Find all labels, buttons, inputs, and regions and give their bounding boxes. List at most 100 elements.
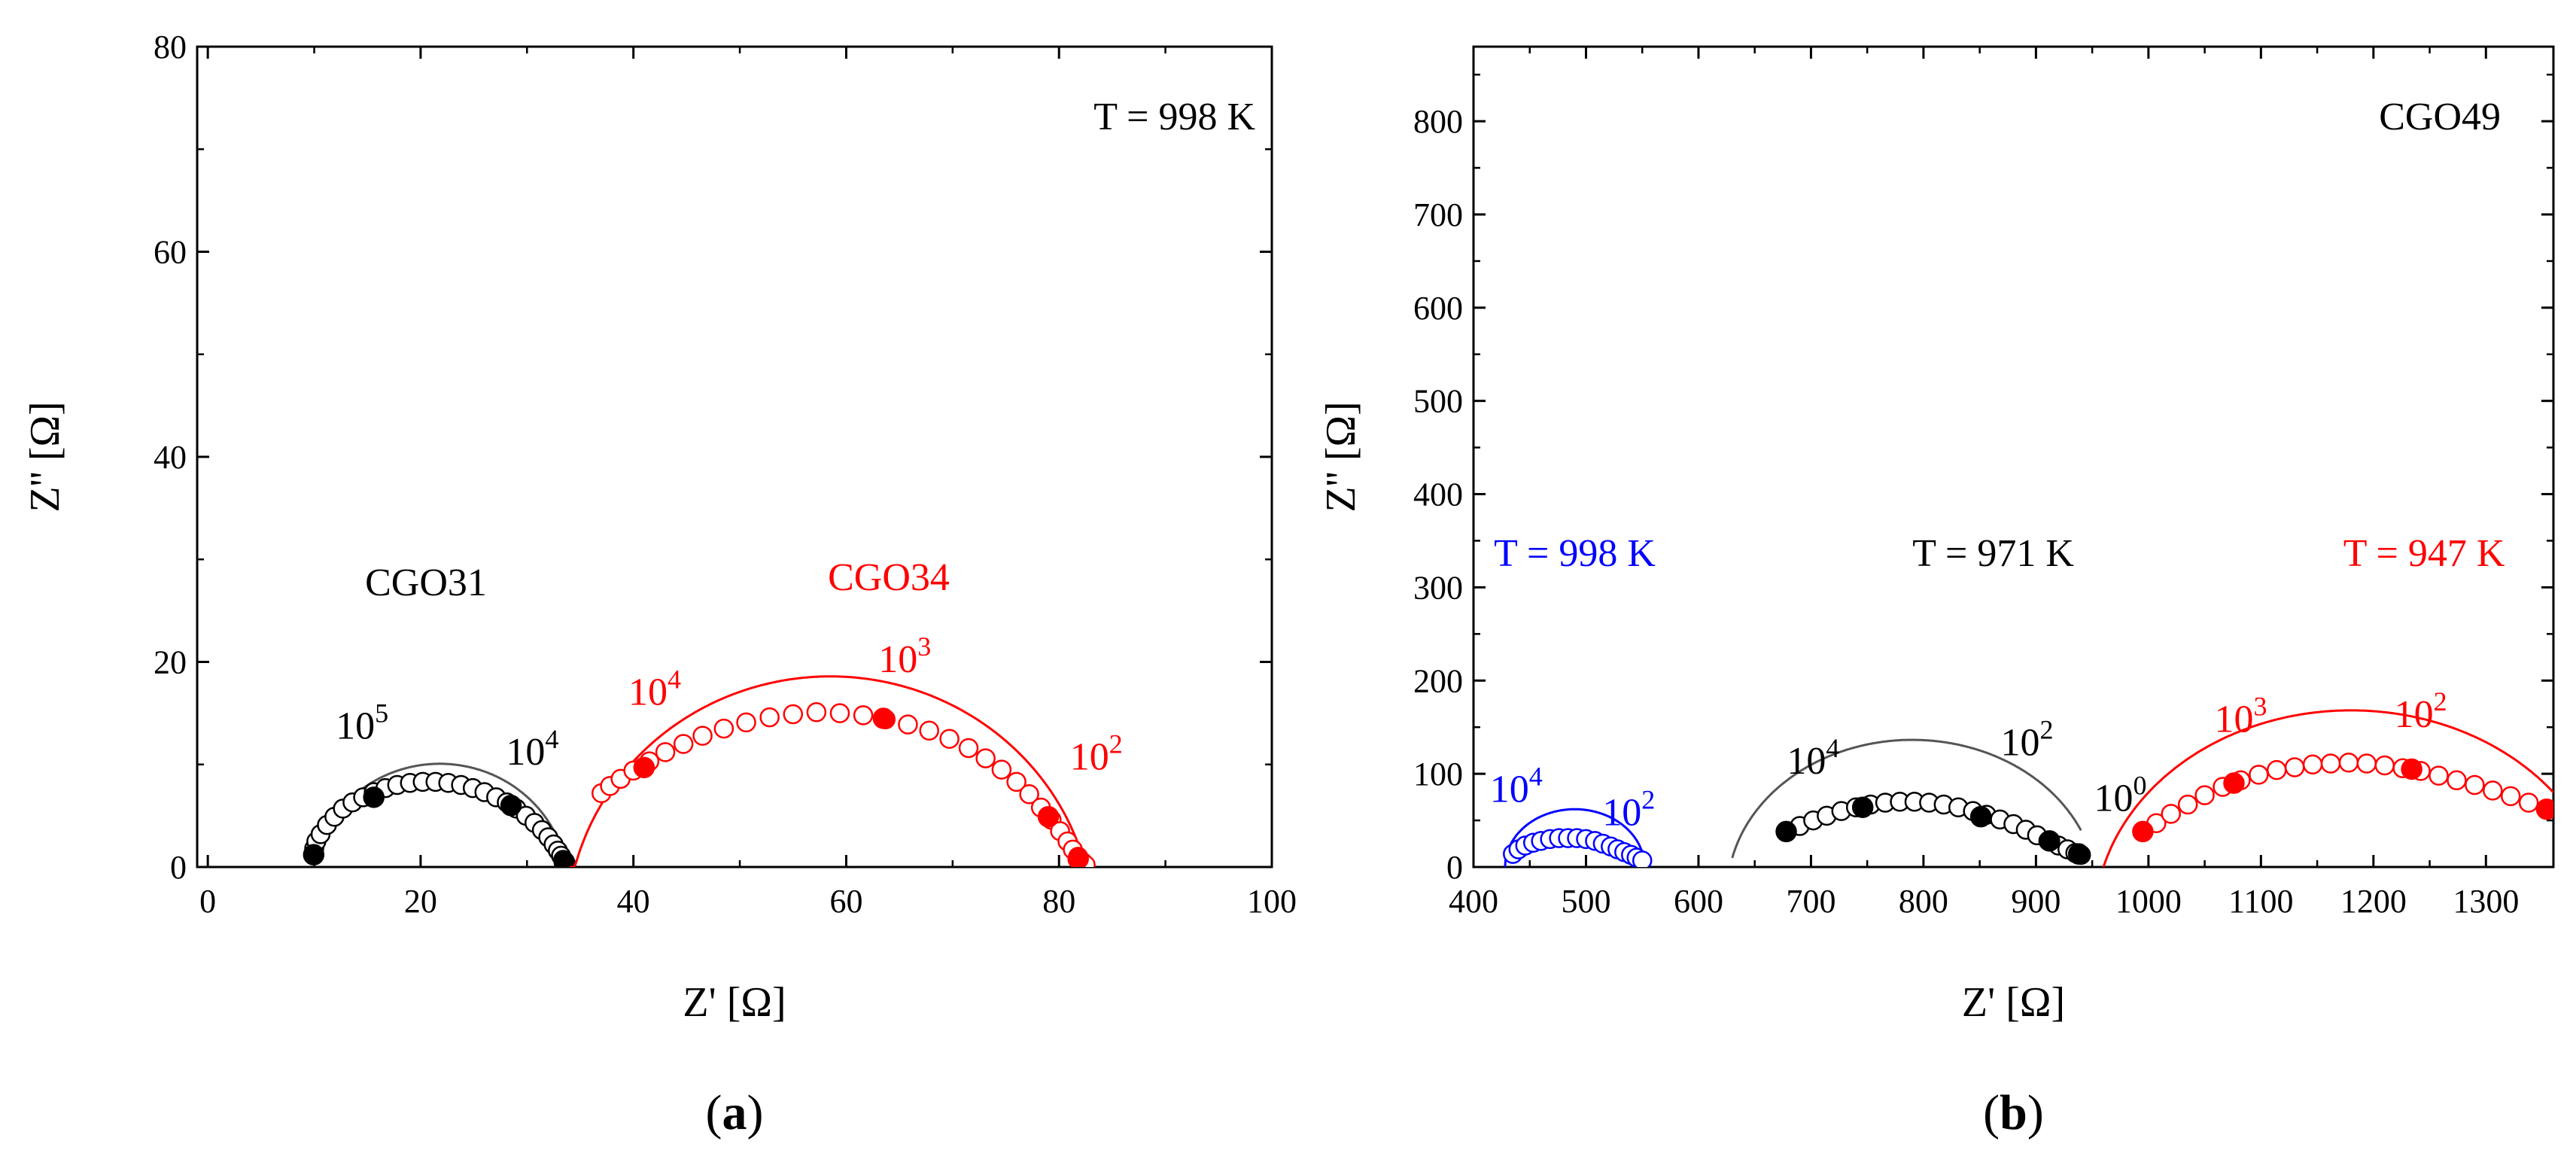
panel-b-plot-frame: [1472, 45, 2555, 869]
data-point: [2249, 765, 2269, 785]
panel-b-x-axis-label: Z' [Ω]: [1962, 979, 2065, 1026]
data-point: [759, 707, 780, 728]
plot-area: [1503, 709, 2553, 867]
frequency-base: 10: [1490, 768, 1529, 811]
data-point: [975, 748, 996, 768]
frequency-base: 10: [336, 705, 375, 748]
data-point: [919, 720, 939, 741]
data-point: [2518, 792, 2539, 813]
panel-b-caption-label: (b): [1983, 1085, 2044, 1140]
frequency-exponent: 5: [375, 698, 388, 729]
panel-b-caption-letter: b: [2000, 1085, 2027, 1140]
frequency-exponent: 2: [1109, 729, 1123, 759]
frequency-exponent: 3: [2253, 691, 2267, 721]
data-point: [2483, 780, 2503, 801]
x-tick-label: 1300: [2453, 883, 2519, 920]
data-point: [2374, 755, 2395, 776]
frequency-exponent: 4: [1826, 733, 1839, 763]
data-point: [2161, 804, 2182, 824]
frequency-exponent: 4: [668, 665, 681, 695]
x-tick-label: 20: [404, 883, 437, 920]
frequency-base: 10: [1602, 791, 1641, 834]
frequency-label: 102: [2000, 714, 2053, 764]
data-point: [736, 712, 756, 733]
panel-b-caption-close: ): [2027, 1085, 2044, 1140]
y-tick-label: 500: [1413, 383, 1463, 420]
data-point-highlight: [553, 850, 576, 867]
x-tick-label: 60: [829, 883, 862, 920]
data-point: [2447, 770, 2467, 791]
frequency-exponent: 4: [1529, 761, 1543, 791]
frequency-exponent: 3: [917, 631, 931, 662]
data-point: [958, 738, 979, 759]
y-tick-label: 0: [1446, 849, 1463, 886]
data-point: [2284, 757, 2305, 777]
x-tick-label: 40: [617, 883, 650, 920]
data-point: [2428, 765, 2449, 786]
frequency-base: 10: [628, 671, 668, 714]
y-tick-label: 800: [1413, 103, 1463, 140]
panel-a-caption-open: (: [706, 1085, 722, 1140]
frequency-base: 10: [878, 638, 917, 681]
fit-curve: [1731, 738, 2082, 859]
frequency-label: 104: [1490, 761, 1543, 811]
frequency-label: 103: [878, 631, 931, 681]
data-point: [2500, 786, 2521, 807]
panel-b-sample-annotation: CGO49: [2379, 96, 2501, 138]
series-label: T = 971 K: [1912, 532, 2074, 575]
data-point: [2177, 794, 2198, 815]
data-point-highlight: [1037, 805, 1060, 828]
fit-curve: [2102, 709, 2553, 867]
data-point: [673, 734, 694, 754]
frequency-label: 102: [1602, 784, 1655, 834]
y-tick-label: 700: [1413, 196, 1463, 233]
frequency-label: 104: [1787, 733, 1839, 783]
frequency-base: 10: [1070, 736, 1109, 779]
data-point-highlight: [1969, 805, 1992, 828]
panel-a-caption-letter: a: [722, 1085, 747, 1140]
data-point-highlight: [500, 795, 522, 817]
y-tick-label: 300: [1413, 569, 1463, 606]
data-point: [2320, 753, 2341, 774]
x-tick-label: 80: [1042, 883, 1075, 920]
fit-curve: [1504, 808, 1646, 867]
data-point-highlight: [2067, 843, 2090, 865]
panel-a-y-axis-label: Z'' [Ω]: [22, 401, 68, 512]
panel-b-caption-open: (: [1983, 1085, 2000, 1140]
series-label: CGO31: [365, 561, 487, 604]
panel-a-caption-close: ): [747, 1085, 764, 1140]
data-point: [2338, 753, 2359, 773]
y-tick-label: 200: [1413, 662, 1463, 699]
x-tick-label: 600: [1674, 883, 1723, 920]
frequency-base: 10: [2395, 693, 2434, 736]
data-point: [2194, 785, 2215, 805]
data-point: [806, 702, 827, 723]
data-point: [898, 714, 918, 735]
frequency-base: 10: [2214, 698, 2253, 741]
data-point: [991, 759, 1012, 780]
data-point-highlight: [872, 707, 895, 729]
frequency-label: 104: [506, 724, 558, 774]
data-point-highlight: [2401, 758, 2422, 780]
data-point-highlight: [633, 756, 655, 779]
panel-a-temperature-annotation: T = 998 K: [1093, 96, 1255, 138]
data-point-highlight: [2223, 772, 2245, 794]
frequency-label: 100: [2094, 771, 2147, 820]
y-tick-label: 60: [154, 234, 187, 271]
frequency-base: 10: [1787, 740, 1826, 783]
data-point-highlight: [2039, 830, 2060, 852]
y-tick-label: 600: [1413, 290, 1463, 327]
x-tick-label: 900: [2011, 883, 2060, 920]
series-label: T = 998 K: [1494, 532, 1656, 575]
x-tick-label: 1200: [2340, 883, 2407, 920]
data-point-highlight: [1067, 847, 1089, 867]
y-tick-label: 400: [1413, 476, 1463, 513]
y-tick-label: 0: [170, 849, 187, 886]
data-point: [2267, 759, 2287, 780]
x-tick-label: 800: [1899, 883, 1948, 920]
data-point: [783, 704, 804, 725]
